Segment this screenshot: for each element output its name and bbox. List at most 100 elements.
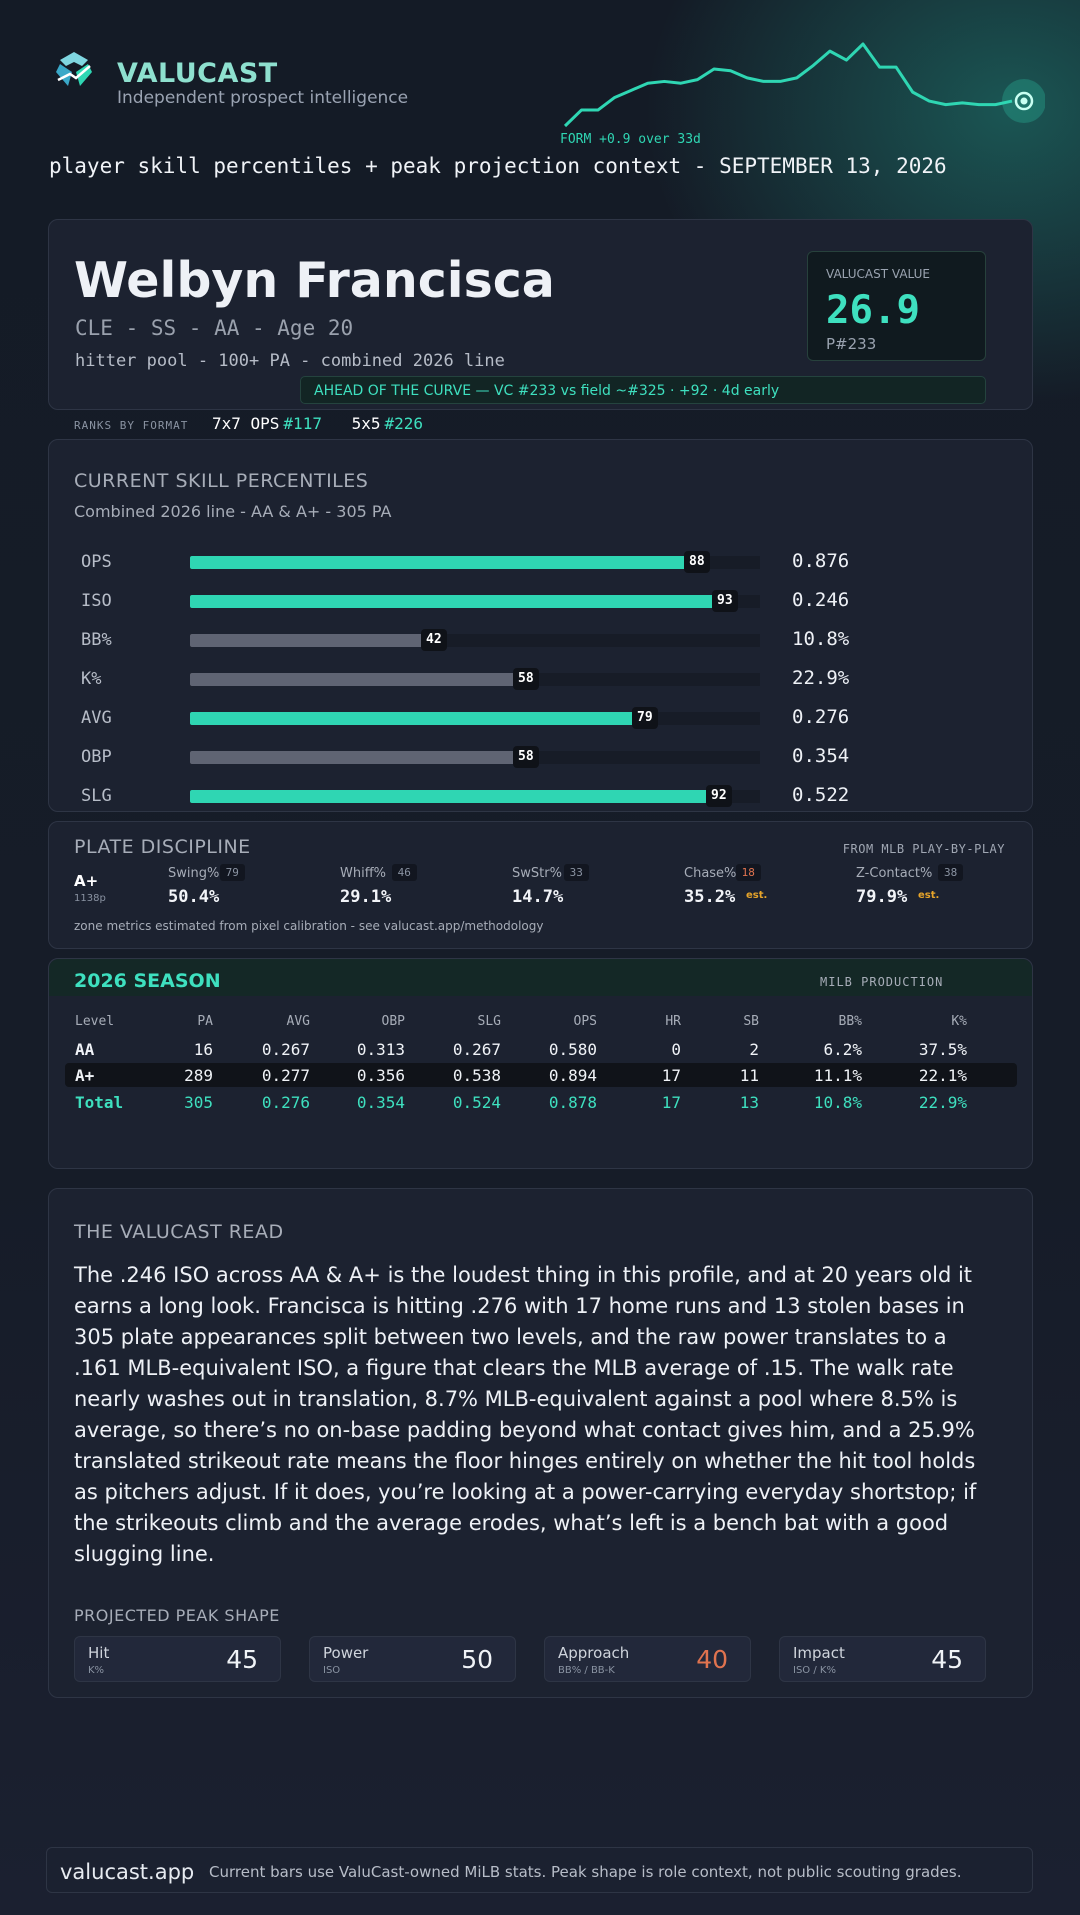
footer-note: Current bars use ValuCast-owned MiLB sta… [209, 1863, 962, 1881]
metric-name: Z-Contact% [856, 866, 933, 881]
skill-bar [190, 634, 429, 647]
skill-value: 0.246 [792, 589, 850, 611]
table-cell: 0.580 [548, 1040, 597, 1059]
metric-name: Chase% [684, 866, 737, 881]
table-cell: 0.276 [261, 1093, 310, 1112]
discipline-note: zone metrics estimated from pixel calibr… [74, 919, 544, 933]
metric-name: Swing% [168, 866, 220, 881]
discipline-metric: Swing% 79 50.4% [168, 864, 338, 924]
ranks-label: RANKS BY FORMAT [74, 419, 189, 432]
peak-subtitle: K% [88, 1665, 105, 1676]
skill-percentile-badge: 92 [706, 785, 732, 807]
peak-name: Impact [793, 1644, 845, 1662]
ranks-by-format: RANKS BY FORMAT 7x7 OPS #117 5x5 #226 [74, 414, 443, 436]
metric-name: SwStr% [512, 866, 562, 881]
skill-row: OPS 88 0.876 [49, 550, 1034, 576]
discipline-metric: Whiff% 46 29.1% [340, 864, 510, 924]
form-sparkline [563, 42, 1045, 128]
discipline-pitch-count: 1138p [74, 893, 106, 904]
table-cell: 16 [193, 1040, 213, 1059]
estimate-flag: est. [746, 890, 768, 901]
table-cell: 10.8% [813, 1093, 862, 1112]
season-tag: MILB PRODUCTION [820, 975, 944, 989]
section-title: 2026 SEASON [74, 970, 221, 992]
rank-number: #226 [384, 414, 424, 433]
table-cell: 37.5% [918, 1040, 967, 1059]
table-total-row: Total 305 0.276 0.354 0.524 0.878 17 13 10.8% 22.… [65, 1090, 1017, 1114]
rank-format: 5x5 [351, 414, 381, 433]
metric-value: 50.4% [168, 887, 220, 907]
skill-bar [190, 790, 714, 803]
table-row: A+ 289 0.277 0.356 0.538 0.894 17 11 11.1% 22.1% [65, 1063, 1017, 1087]
player-name: Welbyn Francisca [74, 252, 555, 309]
skill-percentile-badge: 93 [712, 590, 738, 612]
brand-tagline: Independent prospect intelligence [117, 88, 409, 108]
peak-value: 45 [931, 1645, 963, 1674]
valucast-logo-icon [56, 52, 92, 86]
table-cell: 0.538 [452, 1066, 501, 1085]
read-body: The .246 ISO across AA & A+ is the loude… [74, 1263, 977, 1566]
table-cell: 0.267 [452, 1040, 501, 1059]
table-cell: 11.1% [813, 1066, 862, 1085]
table-cell: 17 [661, 1093, 681, 1112]
metric-value: 29.1% [340, 887, 392, 907]
skill-value: 22.9% [792, 667, 850, 689]
skill-percentile-badge: 58 [513, 746, 539, 768]
table-cell: BB% [838, 1014, 862, 1029]
page-subtitle: player skill percentiles + peak projecti… [49, 154, 947, 178]
discipline-metric: Z-Contact% 38 79.9% est. [856, 864, 1026, 924]
table-cell: K% [951, 1014, 967, 1029]
skill-row: SLG 92 0.522 [49, 784, 1034, 810]
peak-value: 50 [461, 1645, 493, 1674]
table-cell: PA [197, 1014, 213, 1029]
metric-percentile: 38 [938, 864, 964, 881]
footer-brand-link[interactable]: valucast.app [60, 1860, 195, 1884]
skill-bar [190, 556, 692, 569]
skill-bar [190, 712, 640, 725]
skill-value: 0.876 [792, 550, 850, 572]
table-cell: 0 [671, 1040, 681, 1059]
metric-percentile: 18 [735, 864, 761, 881]
skill-value: 10.8% [792, 628, 850, 650]
table-row-label: Total [75, 1093, 124, 1112]
skill-row: OBP 58 0.354 [49, 745, 1034, 771]
value-rank: P#233 [826, 335, 877, 353]
skill-label: K% [81, 669, 102, 689]
form-line [563, 42, 1013, 128]
skill-label: OPS [81, 552, 112, 572]
skill-percentile-badge: 88 [684, 551, 710, 573]
metric-value: 79.9% [856, 887, 908, 907]
discipline-metric: Chase% 18 35.2% est. [684, 864, 854, 924]
skill-label: AVG [81, 708, 112, 728]
peak-name: Hit [88, 1644, 110, 1662]
table-cell: 13 [739, 1093, 759, 1112]
table-cell: 305 [184, 1093, 213, 1112]
table-cell: 289 [184, 1066, 213, 1085]
table-cell: 0.277 [261, 1066, 310, 1085]
skill-label: SLG [81, 786, 112, 806]
peak-title: PROJECTED PEAK SHAPE [74, 1606, 280, 1625]
table-row-label: A+ [75, 1066, 95, 1085]
table-cell: HR [665, 1014, 681, 1029]
brand-header: VALUCAST Independent prospect intelligen… [52, 50, 552, 120]
rank-number: #117 [283, 414, 322, 433]
skill-bar [190, 751, 521, 764]
table-cell: OPS [573, 1014, 597, 1029]
ahead-of-curve-badge: AHEAD OF THE CURVE — VC #233 vs field ~#… [300, 376, 986, 404]
skill-bar [190, 673, 521, 686]
skill-label: OBP [81, 747, 112, 767]
player-meta: CLE - SS - AA - Age 20 [75, 316, 354, 340]
table-cell: SLG [477, 1014, 501, 1029]
skill-bar [190, 595, 720, 608]
table-cell: 0.524 [452, 1093, 501, 1112]
skill-percentiles-card: CURRENT SKILL PERCENTILES Combined 2026 … [48, 439, 1033, 812]
metric-value: 14.7% [512, 887, 564, 907]
metric-percentile: 33 [563, 864, 589, 881]
table-row-label: AA [75, 1040, 95, 1059]
value-number: 26.9 [826, 288, 920, 333]
metric-percentile: 46 [391, 864, 417, 881]
peak-box: Power ISO 50 [309, 1636, 516, 1682]
plate-discipline-card: PLATE DISCIPLINE FROM MLB PLAY-BY-PLAY A… [48, 821, 1033, 949]
skill-value: 0.276 [792, 706, 850, 728]
discipline-metric: SwStr% 33 14.7% [512, 864, 682, 924]
